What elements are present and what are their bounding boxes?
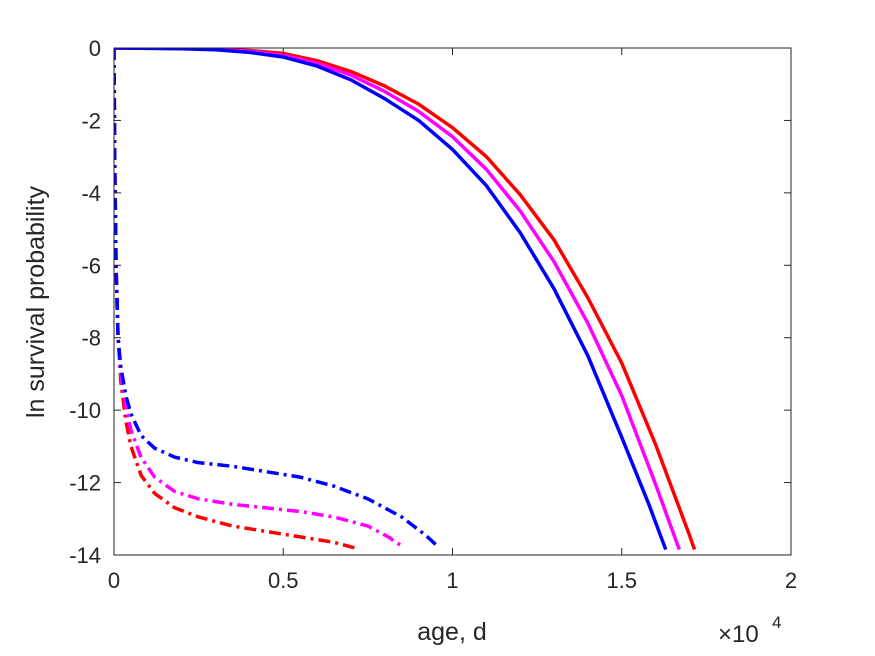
svg-text:4: 4 [772,613,781,632]
x-tick-label: 0.5 [268,568,299,593]
x-tick-label: 0 [108,568,120,593]
series-line-6 [114,48,439,548]
y-axis-ticks: 0 -2 -4 -6 -8 -10 -12 -14 [69,36,791,568]
y-tick-label: -4 [81,181,101,206]
x-axis-label: age, d [417,618,487,646]
y-tick-label: -8 [81,326,101,351]
x-tick-label: 1.5 [606,568,637,593]
x-tick-label: 2 [785,568,797,593]
x-axis-ticks: 0 0.5 1 1.5 2 [108,48,797,593]
svg-text:×10: ×10 [718,621,759,648]
series-line-2 [114,48,681,551]
series-line-1 [114,48,697,551]
plot-area-box [113,47,792,556]
series-line-5 [114,48,403,548]
y-tick-label: -12 [69,471,101,496]
series-line-3 [114,48,668,551]
y-tick-label: 0 [89,36,101,61]
y-tick-label: -6 [81,253,101,278]
y-tick-label: -10 [69,398,101,423]
y-tick-label: -2 [81,108,101,133]
y-axis-label: ln survival probability [22,185,50,418]
x-tick-label: 1 [446,568,458,593]
x-exponent-label: ×10 4 [718,613,781,648]
y-tick-label: -14 [69,543,101,568]
series-layer [114,48,697,551]
